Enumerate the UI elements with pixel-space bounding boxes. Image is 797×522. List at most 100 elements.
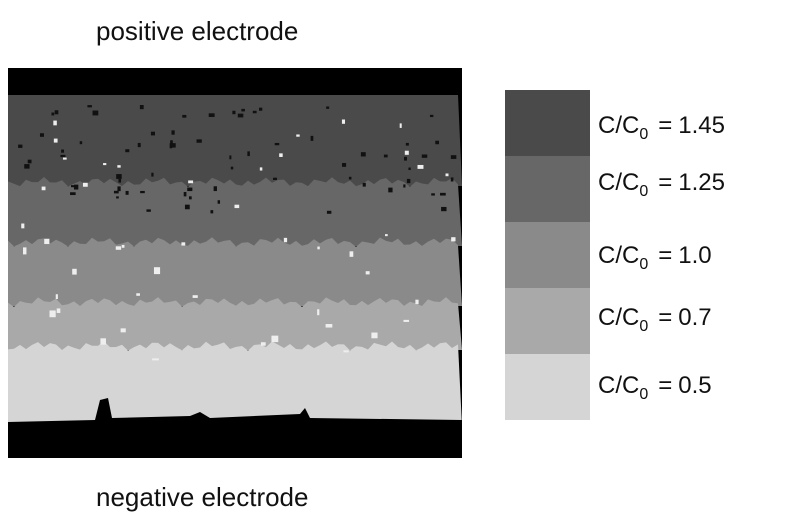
- legend-equals: =: [658, 112, 672, 139]
- speckle: [415, 299, 419, 305]
- speckle: [403, 184, 406, 188]
- legend-value: 1.0: [678, 242, 711, 269]
- speckle: [258, 107, 263, 111]
- speckle: [188, 196, 192, 200]
- speckle: [117, 165, 121, 168]
- bottom-label: negative electrode: [96, 482, 308, 512]
- speckle: [247, 151, 250, 157]
- legend-equals: =: [658, 372, 672, 399]
- speckle: [44, 238, 50, 245]
- speckle: [234, 204, 240, 209]
- speckle: [431, 193, 435, 196]
- top-label: positive electrode: [96, 16, 298, 46]
- speckle: [53, 138, 58, 143]
- speckle: [421, 154, 428, 158]
- legend-label: C/C0 = 1.25: [598, 169, 725, 200]
- speckle: [79, 141, 83, 145]
- speckle: [139, 105, 144, 110]
- speckle: [271, 335, 279, 343]
- speckle: [169, 143, 176, 148]
- speckle: [136, 293, 140, 296]
- legend-ratio: C/C: [598, 169, 639, 196]
- speckle: [150, 131, 156, 136]
- speckle: [62, 157, 67, 160]
- speckle: [60, 154, 66, 158]
- legend-value: 0.5: [678, 372, 711, 399]
- speckle: [441, 206, 447, 212]
- speckle: [22, 247, 27, 255]
- speckle: [341, 163, 347, 167]
- legend-swatch: [505, 288, 590, 354]
- speckle: [405, 142, 409, 146]
- speckle: [404, 156, 407, 161]
- bottom-strip: [8, 398, 462, 458]
- speckle: [283, 237, 288, 243]
- speckle: [118, 178, 122, 183]
- speckle: [151, 172, 154, 177]
- legend-swatch: [505, 222, 590, 288]
- speckle: [121, 244, 125, 248]
- speckle: [310, 135, 314, 141]
- speckle: [343, 350, 349, 353]
- speckle: [450, 155, 457, 159]
- speckle: [435, 140, 440, 145]
- map-band: [8, 177, 462, 246]
- legend-subscript: 0: [639, 256, 648, 273]
- speckle: [87, 105, 92, 108]
- speckle: [61, 149, 65, 153]
- speckle: [208, 113, 215, 117]
- speckle: [348, 176, 352, 180]
- top-strip: [8, 68, 462, 95]
- speckle: [39, 133, 44, 137]
- map-band: [8, 341, 462, 426]
- speckle: [440, 192, 446, 196]
- speckle: [279, 153, 283, 157]
- speckle: [100, 338, 106, 345]
- speckle: [388, 187, 393, 193]
- legend-label: C/C0 = 1.0: [598, 242, 712, 273]
- speckle: [182, 114, 187, 118]
- speckle: [188, 180, 194, 184]
- speckle: [210, 210, 214, 214]
- legend-ratio: C/C: [598, 372, 639, 399]
- speckle: [230, 166, 234, 170]
- speckle: [70, 192, 76, 196]
- speckle: [385, 234, 388, 237]
- speckle: [187, 187, 193, 192]
- legend-value: 1.25: [678, 169, 725, 196]
- speckle: [183, 191, 187, 197]
- speckle: [56, 308, 61, 313]
- legend-subscript: 0: [639, 318, 648, 335]
- legend-subscript: 0: [639, 386, 648, 403]
- speckle: [417, 164, 424, 169]
- speckle: [213, 186, 217, 192]
- speckle: [140, 190, 145, 194]
- speckle: [82, 182, 88, 187]
- legend-ratio: C/C: [598, 112, 639, 139]
- legend-ratio: C/C: [598, 304, 639, 331]
- speckle: [371, 332, 378, 339]
- speckle: [252, 110, 257, 114]
- speckle: [408, 167, 411, 171]
- speckle: [260, 342, 266, 346]
- speckle: [125, 149, 130, 153]
- speckle: [184, 204, 190, 210]
- map-band: [8, 297, 462, 350]
- legend-swatch: [505, 156, 590, 222]
- legend: C/C0 = 1.45C/C0 = 1.25C/C0 = 1.0C/C0 = 0.7C/C0 = 0…: [505, 90, 725, 420]
- speckle: [237, 113, 244, 118]
- legend-equals: =: [658, 304, 672, 331]
- speckle: [362, 182, 366, 187]
- speckle: [451, 237, 456, 242]
- speckle: [241, 108, 245, 112]
- speckle: [113, 190, 119, 194]
- speckle: [103, 163, 107, 166]
- speckle: [171, 130, 175, 135]
- speckle: [450, 177, 454, 182]
- speckle: [383, 154, 388, 158]
- speckle: [137, 142, 141, 148]
- legend-label: C/C0 = 0.7: [598, 304, 712, 335]
- speckle: [117, 186, 121, 192]
- speckle: [125, 190, 129, 195]
